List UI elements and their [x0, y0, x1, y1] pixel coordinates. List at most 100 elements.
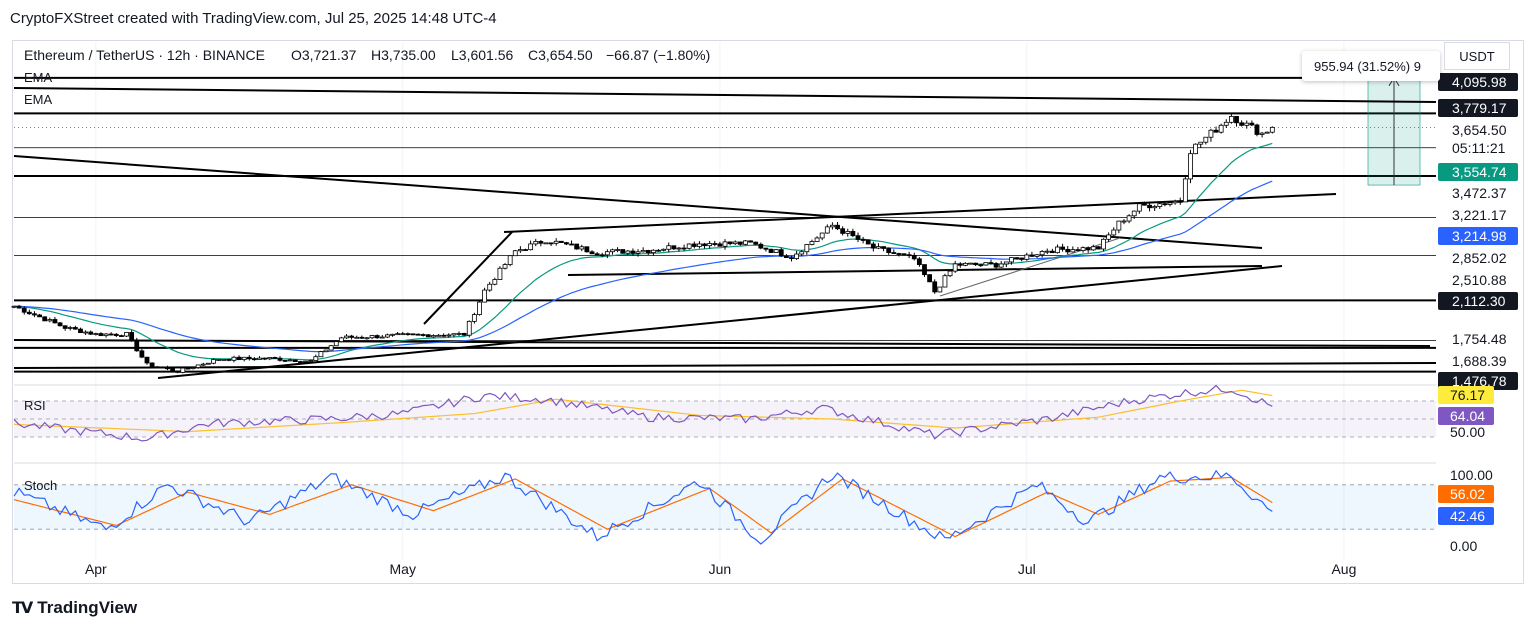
candle-body: [558, 240, 564, 243]
candle-body: [349, 335, 354, 338]
candle-body: [42, 316, 48, 322]
indicator-scale-label: 56.02: [1450, 486, 1485, 502]
candle-body: [732, 241, 738, 245]
candle-body: [891, 252, 897, 254]
candle-body: [471, 314, 477, 322]
candle-body: [594, 253, 600, 256]
candle-body: [231, 356, 237, 361]
price-scale-label: 2,510.88: [1452, 272, 1507, 288]
candle-body: [717, 243, 723, 247]
brand-name: TradingView: [37, 598, 138, 617]
candle-body: [436, 334, 441, 337]
measure-label: 955.94 (31.52%) 9: [1302, 51, 1440, 81]
candle-body: [154, 366, 160, 369]
candle-body: [313, 356, 319, 361]
candle-body: [487, 283, 493, 291]
candle-body: [1203, 136, 1209, 143]
candle-body: [707, 243, 713, 247]
candle-body: [998, 263, 1004, 268]
candle-body: [1244, 122, 1250, 126]
candle-body: [523, 249, 528, 251]
candle-body: [292, 359, 298, 362]
candle-body: [200, 363, 206, 366]
candle-body: [1034, 254, 1040, 257]
candle-body: [185, 367, 191, 370]
price-scale-label: 3,472.37: [1452, 185, 1507, 201]
indicator-scale-label: 0.00: [1450, 538, 1477, 554]
candle-body: [1254, 124, 1260, 135]
candle-body: [835, 224, 840, 230]
candle-body: [287, 359, 293, 362]
candle-body: [876, 246, 881, 249]
price-scale-label: 1,688.39: [1452, 353, 1507, 369]
brand[interactable]: 𝗧𝗩 TradingView: [12, 598, 137, 618]
x-axis-label: Jul: [1018, 561, 1036, 577]
candle-body: [482, 289, 487, 303]
candle-body: [415, 333, 421, 336]
currency-unit-button[interactable]: USDT: [1444, 42, 1510, 70]
candle-body: [364, 337, 370, 340]
candle-body: [927, 274, 933, 283]
trendline: [157, 265, 1283, 379]
candle-body: [1039, 251, 1045, 256]
chart-caption: CryptoFXStreet created with TradingView.…: [10, 10, 497, 27]
ema-label: EMA: [24, 70, 53, 85]
candle-body: [47, 319, 53, 322]
candle-body: [937, 286, 943, 293]
candle-body: [681, 247, 687, 250]
indicator-scale-box: [1438, 485, 1494, 503]
candle-body: [262, 357, 268, 360]
candle-body: [722, 241, 728, 247]
candle-body: [400, 333, 406, 336]
chart-frame[interactable]: [12, 40, 1524, 584]
trendline: [423, 231, 513, 325]
candle-body: [840, 228, 846, 234]
candle-body: [11, 305, 17, 308]
candle-body: [379, 336, 385, 339]
header-field: Ethereum / TetherUS · 12h · BINANCE: [24, 47, 265, 63]
candle-body: [420, 334, 426, 336]
candle-body: [67, 327, 73, 329]
candle-body: [763, 247, 769, 250]
candle-body: [1009, 257, 1014, 263]
candle-body: [819, 232, 825, 239]
candle-body: [502, 264, 508, 269]
horizontal-levels: [14, 76, 1436, 373]
candle-body: [783, 255, 789, 259]
rsi-panel: RSI: [13, 384, 1436, 442]
ema-label: EMA: [24, 92, 53, 107]
indicator-scale-box: [1438, 386, 1494, 404]
candle-body: [553, 240, 559, 244]
candle-body: [599, 254, 605, 257]
tradingview-logo-icon: 𝗧𝗩: [12, 600, 33, 617]
candle-body: [666, 245, 672, 250]
candle-body: [1213, 129, 1219, 133]
candle-body: [993, 263, 999, 268]
candle-body: [385, 334, 390, 338]
candle-body: [1085, 247, 1091, 251]
candle-body: [610, 249, 615, 253]
candles: [11, 113, 1275, 374]
trendline: [13, 339, 1431, 347]
price-scale-label: 3,779.17: [1452, 100, 1507, 116]
indicator-scale-label: 64.04: [1450, 408, 1485, 424]
price-scale-box: [1438, 292, 1518, 310]
candle-body: [901, 253, 907, 256]
candle-body: [195, 364, 201, 368]
candle-body: [144, 356, 150, 364]
candle-body: [860, 239, 866, 241]
candle-body: [630, 250, 636, 254]
indicator-scale-box: [1438, 407, 1494, 425]
candle-body: [175, 370, 181, 373]
candle-body: [221, 359, 227, 361]
candle-body: [390, 333, 395, 336]
candle-body: [405, 333, 411, 336]
candle-body: [333, 341, 339, 347]
price-scale-label: 2,852.02: [1452, 250, 1507, 266]
candle-body: [824, 226, 830, 234]
candle-body: [129, 332, 135, 341]
candle-body: [988, 262, 994, 265]
candle-body: [32, 313, 37, 316]
candle-body: [57, 322, 63, 327]
